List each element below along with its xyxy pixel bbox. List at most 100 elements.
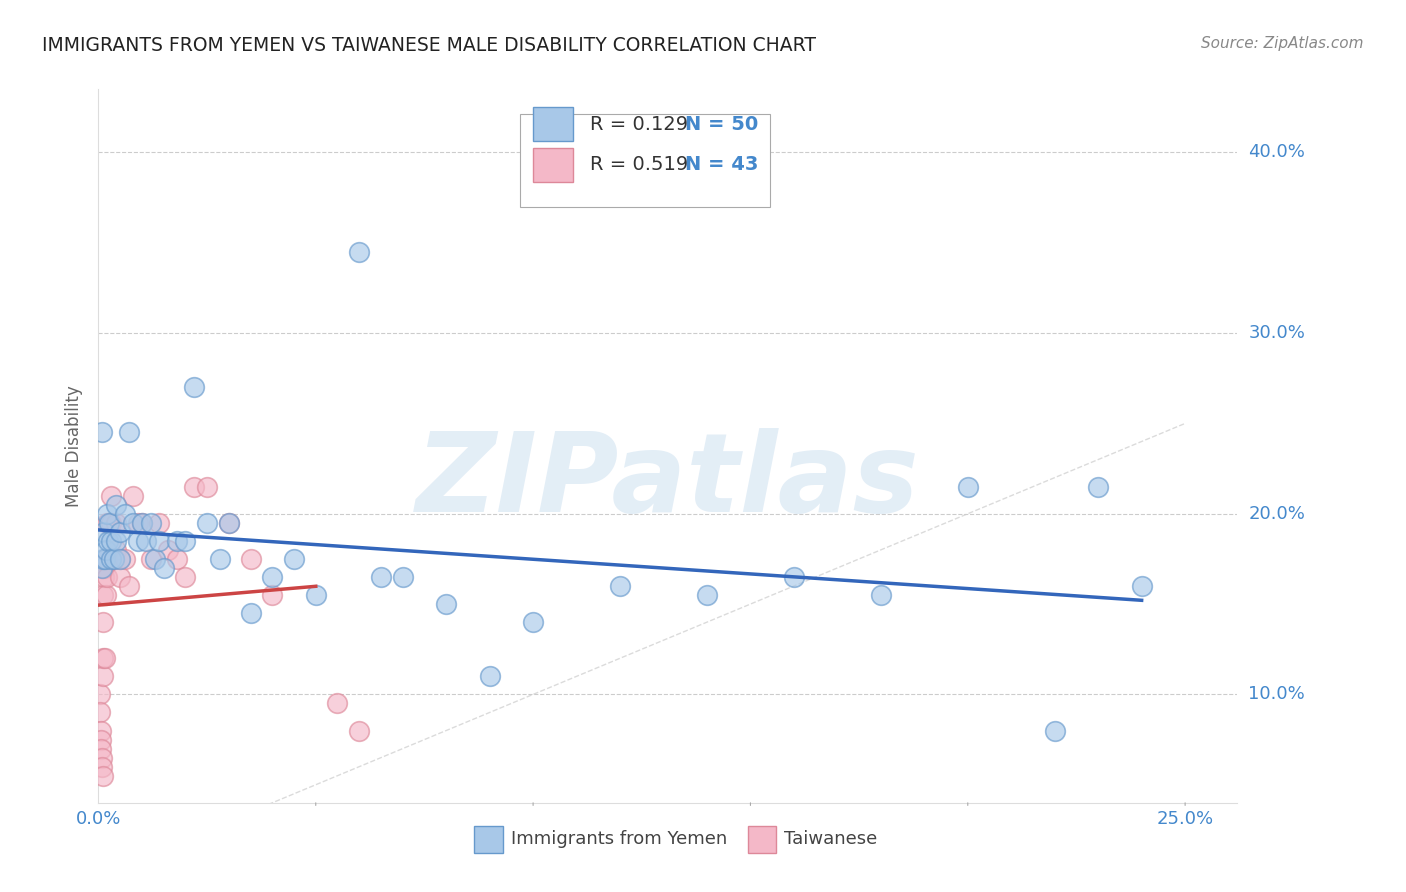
Point	[139, 552, 162, 566]
Point	[90, 741, 112, 756]
Point	[174, 570, 197, 584]
Point	[93, 524, 115, 539]
Point	[94, 552, 117, 566]
Point	[96, 588, 118, 602]
FancyBboxPatch shape	[533, 107, 574, 141]
Point	[283, 552, 305, 566]
Point	[239, 606, 262, 620]
Point	[478, 669, 501, 683]
Point	[122, 516, 145, 530]
Point	[91, 759, 114, 773]
Point	[89, 706, 111, 720]
Point	[218, 516, 240, 530]
Point	[93, 561, 115, 575]
Text: IMMIGRANTS FROM YEMEN VS TAIWANESE MALE DISABILITY CORRELATION CHART: IMMIGRANTS FROM YEMEN VS TAIWANESE MALE …	[42, 36, 815, 54]
Point	[97, 533, 120, 548]
Point	[174, 533, 197, 548]
Point	[434, 597, 457, 611]
Point	[262, 588, 284, 602]
Point	[218, 516, 240, 530]
Point	[103, 552, 125, 566]
Point	[118, 425, 141, 440]
Point	[522, 615, 544, 629]
Point	[96, 570, 118, 584]
Text: Taiwanese: Taiwanese	[785, 830, 877, 848]
Point	[1043, 723, 1066, 738]
Point	[108, 570, 131, 584]
Point	[100, 533, 122, 548]
FancyBboxPatch shape	[520, 114, 770, 207]
Point	[131, 516, 153, 530]
Point	[108, 552, 131, 566]
Point	[89, 687, 111, 701]
FancyBboxPatch shape	[748, 826, 776, 853]
Point	[100, 489, 122, 503]
Point	[93, 570, 115, 584]
FancyBboxPatch shape	[474, 826, 503, 853]
Point	[104, 498, 127, 512]
Text: Source: ZipAtlas.com: Source: ZipAtlas.com	[1201, 36, 1364, 51]
Point	[94, 651, 117, 665]
Point	[91, 561, 114, 575]
Point	[239, 552, 262, 566]
Point	[869, 588, 891, 602]
Text: N = 43: N = 43	[685, 155, 758, 174]
Point	[195, 516, 218, 530]
Point	[696, 588, 718, 602]
Point	[104, 516, 127, 530]
Point	[118, 579, 141, 593]
Point	[391, 570, 413, 584]
Point	[96, 542, 118, 557]
Point	[108, 524, 131, 539]
Point	[91, 769, 114, 783]
Point	[104, 542, 127, 557]
Point	[90, 750, 112, 764]
Point	[143, 552, 166, 566]
Point	[91, 651, 114, 665]
Point	[135, 533, 157, 548]
Point	[347, 723, 370, 738]
Point	[90, 425, 112, 440]
Point	[166, 552, 188, 566]
FancyBboxPatch shape	[533, 148, 574, 182]
Point	[262, 570, 284, 584]
Point	[326, 697, 349, 711]
Text: 30.0%: 30.0%	[1249, 324, 1305, 343]
Point	[91, 552, 114, 566]
Point	[783, 570, 806, 584]
Point	[609, 579, 631, 593]
Point	[90, 732, 112, 747]
Point	[183, 380, 205, 394]
Point	[195, 480, 218, 494]
Point	[100, 552, 122, 566]
Point	[127, 533, 149, 548]
Point	[127, 516, 149, 530]
Point	[96, 552, 118, 566]
Point	[90, 723, 112, 738]
Point	[956, 480, 979, 494]
Text: R = 0.519: R = 0.519	[591, 155, 689, 174]
Text: R = 0.129: R = 0.129	[591, 115, 689, 134]
Point	[305, 588, 328, 602]
Text: 20.0%: 20.0%	[1249, 505, 1305, 523]
Point	[108, 552, 131, 566]
Point	[370, 570, 392, 584]
Point	[94, 552, 117, 566]
Text: Immigrants from Yemen: Immigrants from Yemen	[510, 830, 727, 848]
Point	[152, 561, 174, 575]
Point	[1130, 579, 1153, 593]
Y-axis label: Male Disability: Male Disability	[65, 385, 83, 507]
Point	[114, 507, 136, 521]
Point	[114, 552, 136, 566]
Point	[148, 516, 170, 530]
Point	[122, 489, 145, 503]
Point	[139, 516, 162, 530]
Point	[96, 507, 118, 521]
Point	[166, 533, 188, 548]
Point	[1087, 480, 1109, 494]
Point	[183, 480, 205, 494]
Point	[96, 516, 118, 530]
Point	[100, 516, 122, 530]
Point	[91, 588, 114, 602]
Point	[209, 552, 232, 566]
